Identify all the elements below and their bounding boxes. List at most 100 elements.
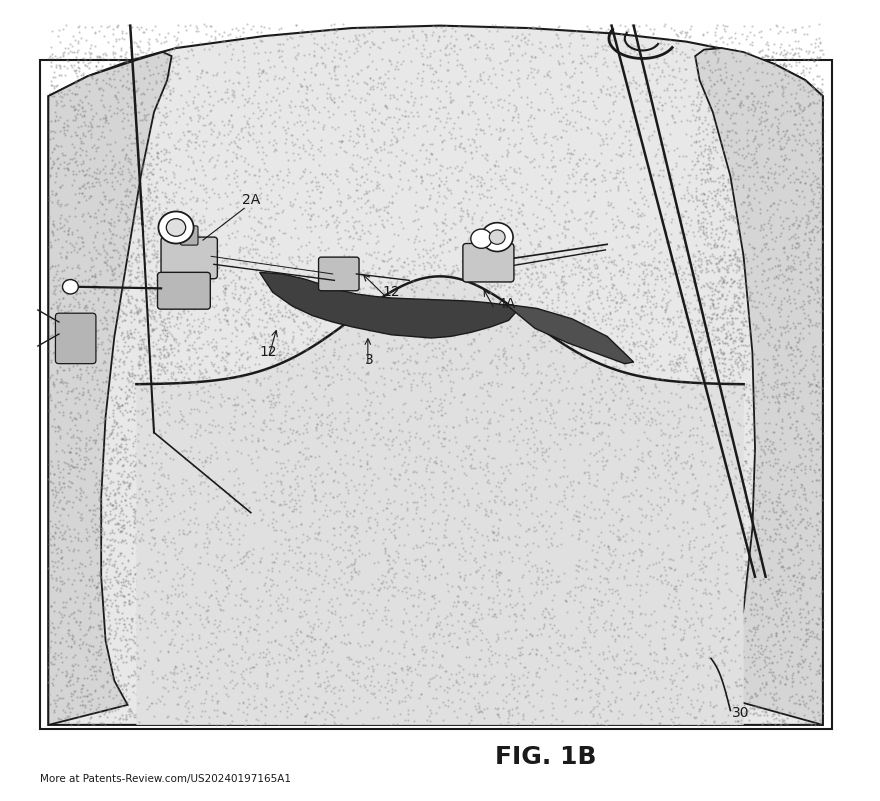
Point [299,642,313,655]
Point [544,509,558,522]
Point [43,625,57,638]
Point [381,549,395,562]
Point [705,311,719,324]
Point [803,267,817,280]
Point [391,599,405,612]
Point [724,280,738,292]
Point [202,34,216,47]
Point [286,637,300,650]
Point [394,313,408,326]
Point [645,350,659,363]
Point [326,669,340,682]
Point [697,529,711,542]
Point [489,401,503,414]
Point [131,593,145,606]
Point [142,255,156,268]
Point [704,358,718,371]
Point [135,332,149,345]
Point [260,631,275,644]
Point [743,197,757,210]
Point [545,646,559,658]
Point [764,160,778,173]
Point [283,30,297,43]
Point [686,344,700,356]
Point [693,502,708,515]
Point [691,646,705,659]
Point [527,313,541,326]
Point [260,677,274,690]
Point [528,259,542,272]
Point [388,264,402,276]
Point [652,445,666,457]
Point [546,621,560,634]
Point [74,32,88,45]
Point [532,501,546,513]
Point [144,549,158,562]
Point [708,116,722,129]
Point [223,579,237,592]
Point [805,683,819,696]
Point [78,91,92,104]
Point [129,85,143,98]
Point [563,585,577,598]
Point [699,321,713,334]
Point [82,273,96,286]
Point [442,267,456,280]
Point [392,368,406,380]
Point [492,598,506,611]
Point [443,682,457,694]
Point [210,652,224,665]
Point [286,423,300,436]
Point [66,548,80,561]
Point [336,634,350,646]
Point [160,327,174,340]
Point [82,574,96,586]
Point [738,614,752,627]
Point [576,690,590,703]
Point [605,272,619,285]
Point [515,634,529,646]
Point [520,270,534,283]
Point [202,717,216,730]
Point [701,388,715,401]
Point [128,512,143,525]
Point [155,380,169,393]
Point [423,451,437,464]
Point [482,564,496,577]
Point [131,179,145,192]
Point [808,716,822,729]
Point [788,35,802,48]
Point [422,285,436,298]
Point [592,686,606,699]
Point [482,283,496,296]
Point [502,545,517,558]
Point [628,461,642,473]
Point [158,493,172,505]
Point [452,210,466,223]
Point [258,657,272,670]
Point [126,612,140,625]
Point [493,718,507,731]
Point [140,587,154,600]
Point [629,410,643,423]
Point [725,696,739,709]
Point [728,31,742,44]
Point [352,353,366,366]
Point [400,527,414,540]
Point [63,640,77,653]
Point [155,422,169,435]
Point [732,292,746,304]
Point [267,333,281,346]
Point [591,511,605,524]
Point [184,678,198,691]
Point [550,540,564,553]
Point [101,115,115,127]
Point [276,469,290,481]
Point [418,558,432,571]
Point [530,367,544,380]
Point [539,200,553,213]
Point [637,665,651,678]
Point [147,312,161,325]
Point [512,293,526,306]
Point [630,94,644,107]
